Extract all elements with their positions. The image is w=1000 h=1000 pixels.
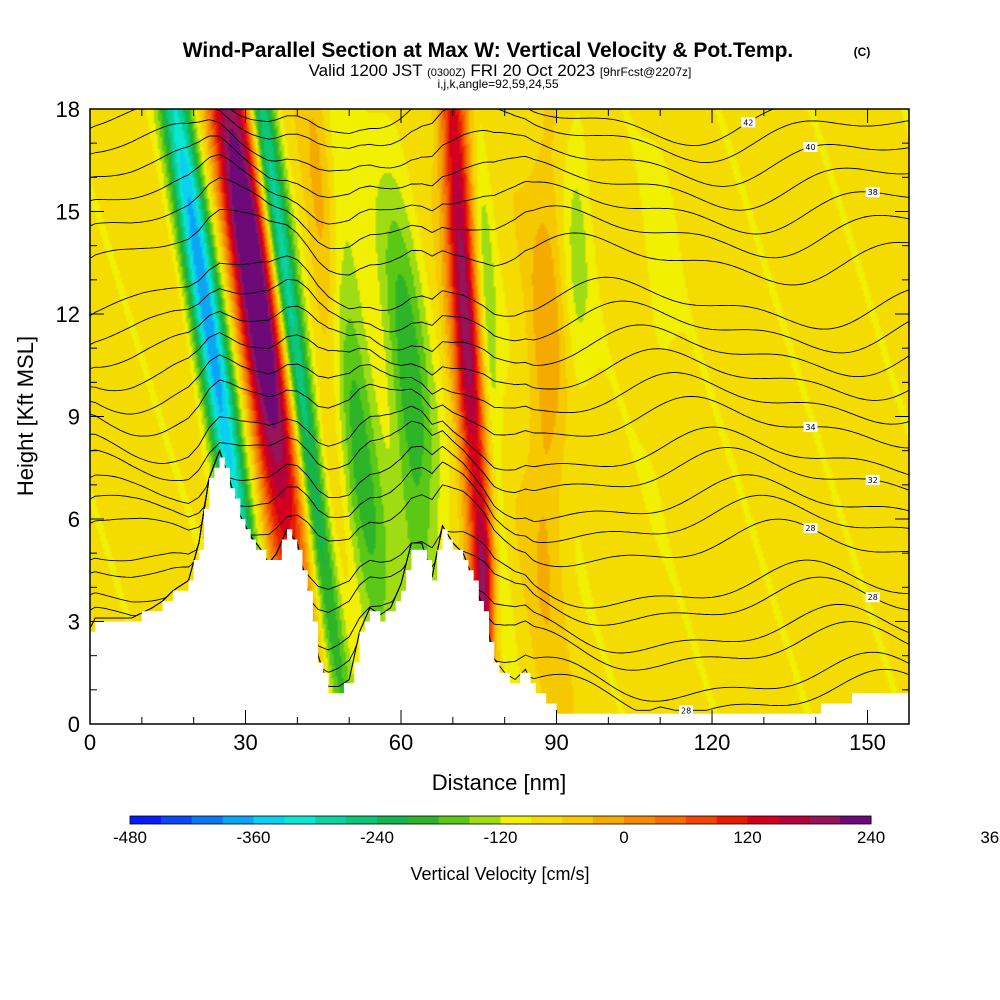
- colorbar-frame: [129, 815, 872, 825]
- x-tick-label: 150: [849, 730, 886, 755]
- colorbar-swatch: [747, 816, 779, 824]
- contour-label: 30: [930, 531, 940, 540]
- colorbar-swatch: [809, 816, 841, 824]
- isentrope-line: [90, 332, 909, 401]
- colorbar-swatch: [130, 816, 162, 824]
- x-tick-label: 120: [694, 730, 731, 755]
- x-axis-label: Distance [nm]: [432, 770, 567, 795]
- isentrope-line: [90, 154, 909, 235]
- subtitle-date: FRI 20 Oct 2023: [470, 61, 595, 80]
- contour-label: 32: [868, 476, 878, 485]
- x-tick-label: 30: [233, 730, 257, 755]
- y-tick-label: 0: [68, 712, 80, 737]
- chart-title: Wind-Parallel Section at Max W: Vertical…: [183, 39, 794, 62]
- contour-label-bg: [679, 705, 694, 716]
- isentrope-line: [90, 420, 909, 493]
- contour-label: 28: [805, 524, 815, 533]
- contour-label: 40: [805, 143, 815, 152]
- contour-label-bg: [865, 187, 880, 198]
- axes: 0 30 60 90 120 150 0 3 6 9 12 15 18: [56, 97, 909, 755]
- subtitle-valid: Valid 1200 JST: [309, 61, 423, 80]
- y-axis-label: Height [Kft MSL]: [13, 336, 38, 496]
- y-tick-label: 18: [56, 97, 80, 122]
- subtitle-fcst: [9hrFcst@2207z]: [600, 65, 692, 79]
- contour-label: 34: [805, 423, 815, 432]
- colorbar-swatch: [222, 816, 255, 824]
- colorbar-swatch: [500, 816, 532, 824]
- colorbar-swatch: [654, 816, 687, 824]
- y-tick-label: 15: [56, 200, 80, 225]
- colorbar-swatch: [407, 816, 440, 824]
- colorbar-tick-label: -360: [236, 828, 270, 847]
- contour-label: 24: [930, 650, 940, 659]
- colorbar-tick-label: -240: [360, 828, 394, 847]
- contour-label: 28: [868, 593, 878, 602]
- colorbar-swatch: [253, 816, 285, 824]
- colorbar-swatch: [346, 816, 378, 824]
- contour-label-bg: [865, 592, 880, 603]
- colorbar-swatch: [160, 816, 193, 824]
- isentrope-line: [90, 305, 909, 378]
- isentrope-line: [90, 279, 909, 354]
- contour-label-bg: [803, 141, 818, 152]
- isentrope-line: [90, 379, 909, 449]
- colorbar-swatch: [685, 816, 718, 824]
- isentrope-line: [90, 255, 909, 330]
- colorbar-swatch: [716, 816, 749, 824]
- contour-label: 28: [681, 706, 691, 715]
- contour-label: 38: [868, 188, 878, 197]
- isentrope-line: [90, 405, 909, 476]
- isentrope-line: [90, 135, 909, 211]
- contour-label-bg: [803, 523, 818, 534]
- colorbar-swatch: [840, 816, 872, 824]
- colorbar-swatch: [438, 816, 471, 824]
- plot-area: 28 24 28 28 30 32 34 36 38 40 42: [90, 109, 942, 724]
- colorbar-tick-label: 120: [733, 828, 761, 847]
- isentrope-line: [90, 177, 909, 259]
- subtitle-ijk: i,j,k,angle=92,59,24,55: [437, 77, 558, 91]
- subtitle-utc: (0300Z): [427, 67, 466, 79]
- x-tick-label: 90: [544, 730, 568, 755]
- colorbar-tick-label: 240: [857, 828, 885, 847]
- colorbar-label: Vertical Velocity [cm/s]: [410, 864, 589, 884]
- isentrope-line: [90, 209, 909, 286]
- contour-label: 42: [743, 118, 753, 127]
- isentrope-line: [90, 354, 909, 425]
- contour-label: 36: [930, 243, 940, 252]
- colorbar-swatch: [377, 816, 409, 824]
- title-mark: (C): [854, 45, 871, 59]
- contour-label-bg: [928, 530, 942, 540]
- colorbar-swatch: [284, 816, 316, 824]
- colorbar-swatch: [778, 816, 810, 824]
- contour-label-bg: [741, 117, 756, 128]
- y-tick-label: 12: [56, 302, 80, 327]
- terrain-mask: [90, 457, 909, 724]
- contour-label-bg: [803, 421, 818, 432]
- colorbar-swatch: [562, 816, 594, 824]
- colorbar-tick-label: -480: [113, 828, 147, 847]
- colorbar-swatch: [469, 816, 502, 824]
- colorbar-swatch: [624, 816, 656, 824]
- x-tick-label: 0: [84, 730, 96, 755]
- x-tick-label: 60: [389, 730, 413, 755]
- colorbar-swatch: [191, 816, 224, 824]
- contour-label-bg: [928, 242, 942, 252]
- contour-label-bg: [865, 474, 880, 485]
- y-tick-label: 6: [68, 507, 80, 532]
- subtitle-line: Valid 1200 JST (0300Z) FRI 20 Oct 2023 […: [309, 61, 692, 80]
- colorbar-tick-label: 0: [619, 828, 628, 847]
- colorbar-tick-label: -120: [483, 828, 517, 847]
- colorbar-tick-label: 360: [980, 828, 1000, 847]
- colorbar-swatch: [593, 816, 625, 824]
- colorbar: -480 -360 -240 -120 0 120 240 360: [113, 815, 1000, 847]
- y-tick-label: 3: [68, 610, 80, 635]
- colorbar-swatch: [315, 816, 347, 824]
- contour-label-bg: [928, 649, 942, 659]
- y-tick-label: 9: [68, 405, 80, 430]
- colorbar-swatch: [531, 816, 563, 824]
- isentrope-line: [90, 119, 909, 187]
